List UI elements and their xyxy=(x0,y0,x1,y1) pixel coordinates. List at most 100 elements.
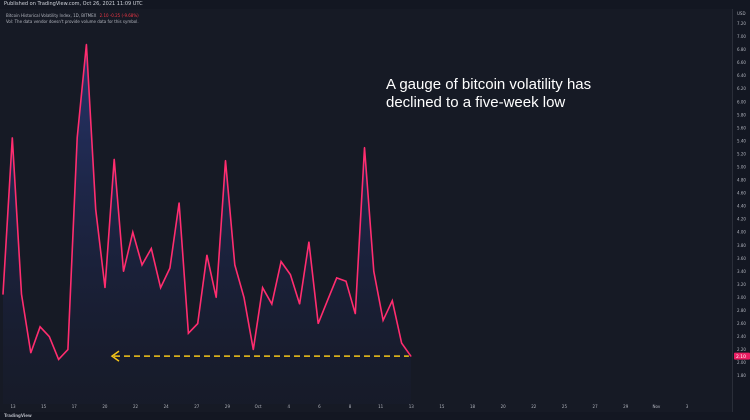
data-point xyxy=(104,287,106,289)
y-tick-label: 5.60 xyxy=(737,125,746,130)
data-points xyxy=(2,43,412,361)
currency-label: USD xyxy=(737,11,746,16)
data-point xyxy=(48,336,50,338)
data-point xyxy=(308,241,310,243)
symbol-name[interactable]: Bitcoin Historical Volatility Index, 1D,… xyxy=(6,13,97,18)
data-point xyxy=(280,260,282,263)
data-point xyxy=(354,313,356,315)
x-tick-label: 29 xyxy=(225,404,231,409)
data-point xyxy=(150,247,152,250)
x-axis: 13 15 17 20 22 24 27 29 Oct 4 6 8 11 13 15 18 20 22 25 27 29… xyxy=(10,404,688,409)
y-tick-label: 3.20 xyxy=(737,282,746,287)
data-point xyxy=(224,159,227,162)
x-tick-label: 13 xyxy=(409,404,415,409)
y-tick-label: 6.00 xyxy=(737,99,746,104)
data-point xyxy=(410,355,412,357)
x-tick-label: 20 xyxy=(501,404,507,409)
data-point xyxy=(243,296,245,299)
data-point xyxy=(336,277,338,279)
x-tick-label: 6 xyxy=(318,404,321,409)
last-value-badge xyxy=(734,352,750,360)
y-tick-label: 7.00 xyxy=(737,34,746,39)
data-point xyxy=(95,208,97,211)
data-point xyxy=(30,352,32,354)
x-tick-label: 17 xyxy=(72,404,78,409)
data-point xyxy=(2,293,4,295)
data-point xyxy=(391,300,393,302)
y-tick-label: 3.60 xyxy=(737,256,746,261)
data-point xyxy=(159,287,162,289)
x-tick-label: 4 xyxy=(287,404,290,409)
y-tick-label: 2.00 xyxy=(737,360,746,365)
y-tick-label: 4.60 xyxy=(737,191,746,196)
x-tick-label: 22 xyxy=(133,404,139,409)
x-tick-label: 15 xyxy=(439,404,445,409)
x-tick-label: 8 xyxy=(349,404,352,409)
x-tick-label: 11 xyxy=(378,404,384,409)
volatility-chart[interactable]: 13 15 17 20 22 24 27 29 Oct 4 6 8 11 13 15 18 20 22 25 27 29… xyxy=(0,9,732,412)
x-tick-label: 15 xyxy=(41,404,47,409)
data-point xyxy=(363,146,366,149)
data-point xyxy=(215,296,217,299)
data-point xyxy=(289,274,291,276)
volatility-area xyxy=(3,44,411,405)
data-point xyxy=(113,158,115,160)
data-point xyxy=(206,254,208,256)
last-value-text: 2.10 xyxy=(736,354,746,360)
y-tick-label: 2.80 xyxy=(737,308,746,313)
x-tick-label: 20 xyxy=(102,404,108,409)
x-tick-label: 25 xyxy=(562,404,568,409)
publish-info: Published on TradingView.com, Oct 26, 20… xyxy=(4,1,143,7)
y-tick-label: 6.40 xyxy=(737,73,746,78)
chart-pane[interactable]: Bitcoin Historical Volatility Index, 1D,… xyxy=(0,9,732,412)
x-tick-label: Oct xyxy=(255,404,262,409)
data-point xyxy=(299,303,301,305)
data-point xyxy=(58,358,60,361)
arrow-head xyxy=(110,350,120,362)
data-point xyxy=(169,267,171,269)
x-tick-label: 18 xyxy=(470,404,476,409)
data-point xyxy=(345,280,347,282)
y-tick-label: 6.20 xyxy=(737,86,746,91)
chart-legend: Bitcoin Historical Volatility Index, 1D,… xyxy=(6,13,139,25)
data-point xyxy=(122,270,125,272)
publish-bar: Published on TradingView.com, Oct 26, 20… xyxy=(0,0,750,9)
data-point xyxy=(261,287,264,289)
low-level-arrow xyxy=(110,350,409,362)
data-point xyxy=(85,43,88,45)
headline-annotation: A gauge of bitcoin volatility has declin… xyxy=(386,76,592,111)
y-tick-label: 4.00 xyxy=(737,230,746,235)
y-tick-label: 4.80 xyxy=(737,178,746,183)
tradingview-logo: TradingView xyxy=(4,413,32,418)
x-tick-label: Nov xyxy=(652,404,660,409)
y-tick-label: 7.20 xyxy=(737,21,746,26)
y-tick-label: 5.20 xyxy=(737,151,746,156)
data-point xyxy=(178,202,180,204)
y-tick-label: 4.40 xyxy=(737,204,746,209)
y-tick-label: 5.80 xyxy=(737,112,746,117)
y-axis: 7.20 7.00 6.80 6.60 6.40 6.20 6.00 5.80 5.60 5.40… xyxy=(734,11,750,378)
data-point xyxy=(76,137,78,139)
y-tick-label: 6.60 xyxy=(737,60,746,65)
data-point xyxy=(187,332,189,334)
data-point xyxy=(326,300,329,302)
price-axis[interactable]: 7.20 7.00 6.80 6.60 6.40 6.20 6.00 5.80 5.60 5.40… xyxy=(732,9,750,412)
footer: TradingView xyxy=(0,412,750,420)
symbol-values: 2.10 -0.25 (-9.68%) xyxy=(99,13,139,18)
data-point xyxy=(401,342,403,344)
data-point xyxy=(197,322,199,325)
data-point xyxy=(382,319,384,321)
data-point xyxy=(141,264,143,266)
volume-note: Vol: The data vendor doesn't provide vol… xyxy=(6,19,139,24)
y-tick-label: 4.20 xyxy=(737,217,746,222)
y-tick-label: 2.60 xyxy=(737,321,746,326)
data-point xyxy=(39,326,41,328)
data-point xyxy=(252,349,254,351)
data-point xyxy=(373,270,375,272)
y-tick-label: 3.00 xyxy=(737,295,746,300)
data-point xyxy=(317,322,319,325)
y-tick-label: 6.80 xyxy=(737,47,746,52)
data-point xyxy=(271,303,273,305)
x-tick-label: 3 xyxy=(686,404,689,409)
x-tick-label: 27 xyxy=(593,404,599,409)
